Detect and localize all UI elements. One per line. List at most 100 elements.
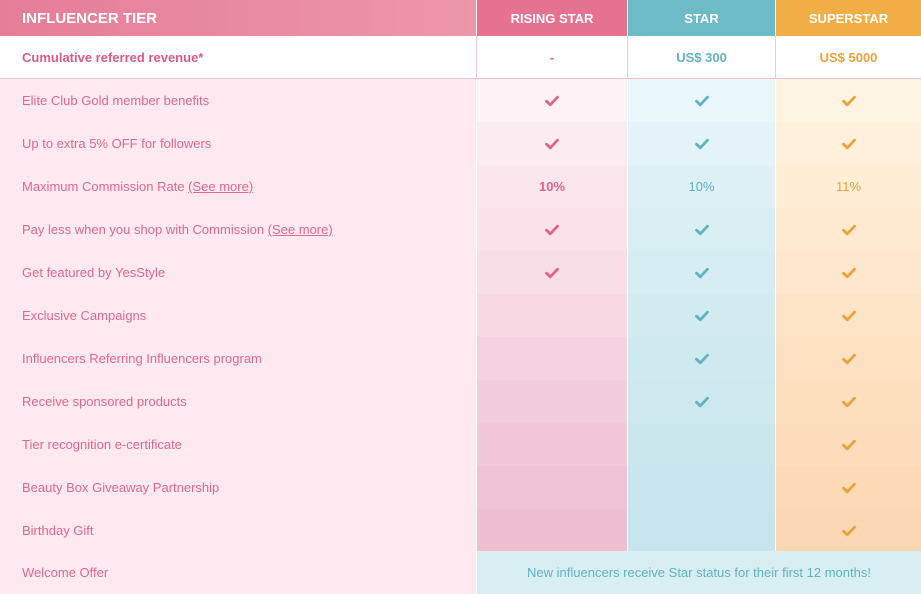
tier-header-superstar: SUPERSTAR <box>775 0 921 36</box>
check-icon <box>841 482 856 493</box>
tier-header-rising-star: RISING STAR <box>476 0 627 36</box>
feature-label-text: Exclusive Campaigns <box>22 308 147 323</box>
welcome-row: Welcome Offer New influencers receive St… <box>0 551 921 594</box>
feature-cell-star <box>627 380 775 423</box>
check-icon <box>694 138 709 149</box>
feature-cell-star <box>627 337 775 380</box>
feature-row: Maximum Commission Rate (See more) 10% 10%… <box>0 165 921 209</box>
feature-cell-rising-star <box>476 122 627 165</box>
check-icon <box>694 353 709 364</box>
feature-cell-star <box>627 208 775 251</box>
check-icon <box>841 439 856 450</box>
feature-row: Exclusive Campaigns <box>0 294 921 338</box>
feature-label: Tier recognition e-certificate <box>0 423 476 466</box>
check-icon <box>841 138 856 149</box>
check-icon <box>841 95 856 106</box>
feature-label: Pay less when you shop with Commission (… <box>0 208 476 251</box>
check-icon <box>545 224 559 235</box>
feature-cell-star <box>627 423 775 466</box>
feature-cell-star <box>627 466 775 509</box>
feature-row: Get featured by YesStyle <box>0 251 921 295</box>
feature-row: Pay less when you shop with Commission (… <box>0 208 921 252</box>
feature-cell-star <box>627 251 775 294</box>
revenue-star: US$ 300 <box>627 36 775 78</box>
feature-label: Beauty Box Giveaway Partnership <box>0 466 476 509</box>
feature-cell-superstar <box>775 79 921 122</box>
feature-row: Birthday Gift <box>0 509 921 553</box>
feature-cell-rising-star: 10% <box>476 165 627 208</box>
check-icon <box>841 396 856 407</box>
feature-cell-superstar: 11% <box>775 165 921 208</box>
feature-cell-rising-star <box>476 251 627 294</box>
revenue-superstar: US$ 5000 <box>775 36 921 78</box>
feature-cell-superstar <box>775 294 921 337</box>
check-icon <box>841 310 856 321</box>
check-icon <box>841 267 856 278</box>
check-icon <box>545 95 559 106</box>
feature-row: Receive sponsored products <box>0 380 921 424</box>
feature-label-text: Maximum Commission Rate <box>22 179 189 194</box>
feature-cell-star <box>627 294 775 337</box>
feature-row: Elite Club Gold member benefits <box>0 79 921 123</box>
feature-label: Up to extra 5% OFF for followers <box>0 122 476 165</box>
feature-label-text: Get featured by YesStyle <box>22 265 166 280</box>
see-more-link[interactable]: (See more) <box>267 222 333 237</box>
feature-label-text: Birthday Gift <box>22 523 94 538</box>
feature-cell-rising-star <box>476 423 627 466</box>
feature-cell-superstar <box>775 208 921 251</box>
feature-cell-superstar <box>775 509 921 552</box>
feature-cell-superstar <box>775 380 921 423</box>
check-icon <box>694 95 709 106</box>
check-icon <box>841 224 856 235</box>
feature-cell-superstar <box>775 251 921 294</box>
feature-cell-star <box>627 509 775 552</box>
feature-cell-star: 10% <box>627 165 775 208</box>
revenue-rising-star: - <box>476 36 627 78</box>
feature-label-text: Tier recognition e-certificate <box>22 437 182 452</box>
tier-header-label: INFLUENCER TIER <box>0 0 476 36</box>
check-icon <box>545 138 559 149</box>
check-icon <box>694 396 709 407</box>
feature-row: Influencers Referring Influencers progra… <box>0 337 921 381</box>
feature-cell-rising-star <box>476 337 627 380</box>
feature-label-text: Influencers Referring Influencers progra… <box>22 351 262 366</box>
feature-cell-superstar <box>775 466 921 509</box>
welcome-text: New influencers receive Star status for … <box>476 551 921 594</box>
feature-label-text: Receive sponsored products <box>22 394 187 409</box>
check-icon <box>694 310 709 321</box>
feature-label-text: Pay less when you shop with Commission <box>22 222 268 237</box>
feature-cell-star <box>627 79 775 122</box>
check-icon <box>841 525 856 536</box>
feature-cell-rising-star <box>476 509 627 552</box>
feature-cell-superstar <box>775 337 921 380</box>
revenue-row: Cumulative referred revenue* - US$ 300 U… <box>0 36 921 81</box>
feature-label: Influencers Referring Influencers progra… <box>0 337 476 380</box>
feature-label: Elite Club Gold member benefits <box>0 79 476 122</box>
feature-label-text: Up to extra 5% OFF for followers <box>22 136 212 151</box>
check-icon <box>694 267 709 278</box>
welcome-label: Welcome Offer <box>0 551 476 594</box>
feature-cell-superstar <box>775 423 921 466</box>
feature-cell-rising-star <box>476 79 627 122</box>
revenue-label: Cumulative referred revenue* <box>22 49 204 65</box>
feature-label: Birthday Gift <box>0 509 476 552</box>
tier-header-star: STAR <box>627 0 775 36</box>
feature-label: Receive sponsored products <box>0 380 476 423</box>
feature-cell-rising-star <box>476 294 627 337</box>
feature-cell-rising-star <box>476 380 627 423</box>
feature-label: Maximum Commission Rate (See more) <box>0 165 476 208</box>
check-icon <box>841 353 856 364</box>
see-more-link[interactable]: (See more) <box>188 179 254 194</box>
check-icon <box>694 224 709 235</box>
feature-cell-rising-star <box>476 466 627 509</box>
check-icon <box>545 267 559 278</box>
feature-label: Exclusive Campaigns <box>0 294 476 337</box>
feature-row: Tier recognition e-certificate <box>0 423 921 467</box>
feature-label-text: Beauty Box Giveaway Partnership <box>22 480 220 495</box>
feature-label-text: Elite Club Gold member benefits <box>22 93 210 108</box>
feature-label: Get featured by YesStyle <box>0 251 476 294</box>
feature-cell-star <box>627 122 775 165</box>
feature-cell-rising-star <box>476 208 627 251</box>
feature-row: Up to extra 5% OFF for followers <box>0 122 921 166</box>
